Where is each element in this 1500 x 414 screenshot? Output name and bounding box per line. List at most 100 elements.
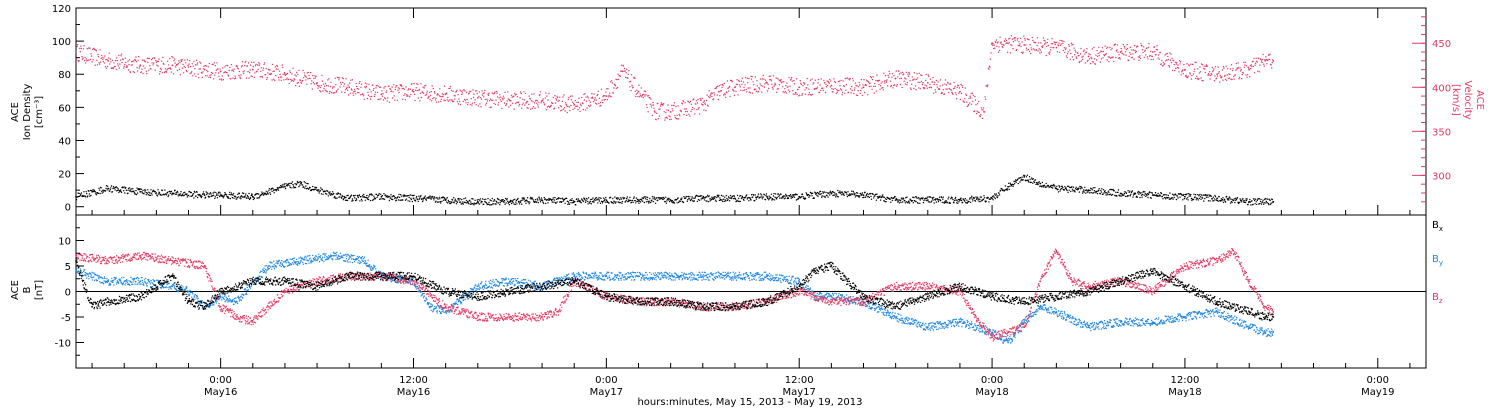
density-sample bbox=[1200, 196, 1201, 197]
velocity-sample bbox=[675, 117, 676, 118]
velocity-sample bbox=[851, 92, 852, 93]
density-sample bbox=[215, 192, 216, 193]
density-sample bbox=[855, 196, 856, 197]
by-sample bbox=[84, 274, 85, 275]
velocity-sample bbox=[694, 108, 695, 109]
velocity-sample bbox=[905, 83, 906, 84]
velocity-sample bbox=[394, 100, 395, 101]
velocity-sample bbox=[637, 92, 638, 93]
velocity-sample bbox=[836, 93, 837, 94]
by-sample bbox=[116, 283, 117, 284]
density-sample bbox=[1254, 203, 1255, 204]
density-sample bbox=[89, 193, 90, 194]
velocity-sample bbox=[593, 101, 594, 102]
velocity-sample bbox=[329, 93, 330, 94]
density-sample bbox=[447, 202, 448, 203]
velocity-sample bbox=[785, 91, 786, 92]
velocity-sample bbox=[1153, 59, 1154, 60]
density-sample bbox=[197, 197, 198, 198]
velocity-sample bbox=[834, 88, 835, 89]
density-sample bbox=[96, 194, 97, 195]
velocity-sample bbox=[1083, 51, 1084, 52]
density-sample bbox=[210, 192, 211, 193]
density-sample bbox=[837, 190, 838, 191]
velocity-sample bbox=[1235, 74, 1236, 75]
density-sample bbox=[460, 201, 461, 202]
velocity-sample bbox=[1068, 44, 1069, 45]
density-sample bbox=[1222, 199, 1223, 200]
density-sample bbox=[605, 201, 606, 202]
velocity-sample bbox=[1047, 39, 1048, 40]
velocity-sample bbox=[198, 77, 199, 78]
density-sample bbox=[821, 197, 822, 198]
velocity-sample bbox=[522, 99, 523, 100]
density-sample bbox=[572, 200, 573, 201]
density-sample bbox=[289, 183, 290, 184]
density-sample bbox=[970, 202, 971, 203]
density-sample bbox=[957, 203, 958, 204]
velocity-sample bbox=[844, 93, 845, 94]
by-sample bbox=[195, 294, 196, 295]
density-sample bbox=[474, 200, 475, 201]
velocity-sample bbox=[608, 95, 609, 96]
density-sample bbox=[465, 197, 466, 198]
density-sample bbox=[664, 198, 665, 199]
velocity-sample bbox=[750, 92, 751, 93]
velocity-sample bbox=[90, 53, 91, 54]
density-sample bbox=[1005, 185, 1006, 186]
velocity-sample bbox=[1001, 44, 1002, 45]
density-point bbox=[204, 194, 206, 196]
density-sample bbox=[790, 194, 791, 195]
density-sample bbox=[752, 196, 753, 197]
velocity-sample bbox=[690, 101, 691, 102]
density-sample bbox=[95, 191, 96, 192]
velocity-sample bbox=[1247, 74, 1248, 75]
density-sample bbox=[1211, 196, 1212, 197]
velocity-sample bbox=[675, 106, 676, 107]
velocity-sample bbox=[1219, 71, 1220, 72]
density-sample bbox=[1053, 184, 1054, 185]
velocity-sample bbox=[373, 90, 374, 91]
density-sample bbox=[1247, 204, 1248, 205]
by-sample bbox=[241, 300, 242, 301]
density-sample bbox=[246, 197, 247, 198]
velocity-sample bbox=[404, 89, 405, 90]
velocity-sample bbox=[206, 65, 207, 66]
velocity-sample bbox=[713, 98, 714, 99]
velocity-sample bbox=[788, 77, 789, 78]
density-sample bbox=[1009, 186, 1010, 187]
velocity-sample bbox=[602, 96, 603, 97]
velocity-sample bbox=[178, 63, 179, 64]
velocity-sample bbox=[373, 88, 374, 89]
density-sample bbox=[907, 202, 908, 203]
velocity-sample bbox=[332, 87, 333, 88]
velocity-sample bbox=[472, 103, 473, 104]
density-sample bbox=[1078, 189, 1079, 190]
by-sample bbox=[235, 302, 236, 303]
density-sample bbox=[1145, 196, 1146, 197]
velocity-sample bbox=[1076, 58, 1077, 59]
velocity-sample bbox=[1205, 72, 1206, 73]
velocity-sample bbox=[569, 110, 570, 111]
density-sample bbox=[687, 199, 688, 200]
velocity-sample bbox=[1237, 62, 1238, 63]
velocity-sample bbox=[1029, 51, 1030, 52]
velocity-sample bbox=[167, 61, 168, 62]
velocity-sample bbox=[1060, 45, 1061, 46]
density-sample bbox=[329, 191, 330, 192]
velocity-sample bbox=[360, 94, 361, 95]
density-sample bbox=[1259, 198, 1260, 199]
density-sample bbox=[936, 201, 937, 202]
velocity-sample bbox=[669, 116, 670, 117]
density-sample bbox=[356, 198, 357, 199]
velocity-sample bbox=[208, 77, 209, 78]
velocity-sample bbox=[763, 75, 764, 76]
velocity-sample bbox=[159, 73, 160, 74]
velocity-sample bbox=[477, 93, 478, 94]
velocity-sample bbox=[478, 105, 479, 106]
velocity-sample bbox=[755, 76, 756, 77]
density-sample bbox=[724, 197, 725, 198]
density-sample bbox=[638, 203, 639, 204]
velocity-sample bbox=[247, 71, 248, 72]
density-sample bbox=[146, 194, 147, 195]
